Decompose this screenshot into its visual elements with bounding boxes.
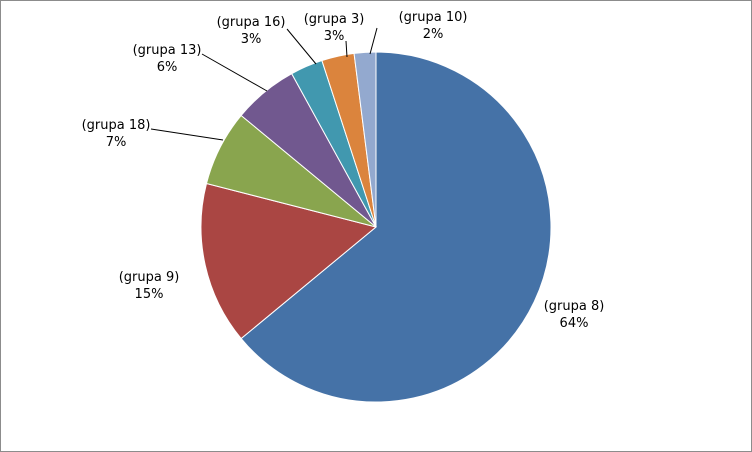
data-labels: (grupa 8) 64% (grupa 9) 15% (grupa 18) 7% (gru… (82, 10, 605, 331)
leader-line (345, 40, 348, 58)
slice-category-label: (grupa 13) (133, 43, 202, 58)
leader-line (369, 27, 378, 55)
slice-category-label: (grupa 3) (304, 12, 365, 27)
slice-percent-label: 3% (241, 32, 262, 47)
leader-line (150, 128, 224, 141)
slice-percent-label: 3% (324, 29, 345, 44)
pie-slices (200, 51, 552, 403)
pie-slice-grupa-9 (200, 182, 378, 340)
slice-category-label: (grupa 18) (82, 118, 151, 133)
slice-category-label: (grupa 16) (217, 15, 286, 30)
leader-lines (150, 27, 378, 141)
slice-percent-label: 64% (560, 316, 589, 331)
slice-category-label: (grupa 8) (544, 299, 605, 314)
pie-slice-grupa-8 (240, 51, 552, 403)
slice-category-label: (grupa 9) (119, 270, 180, 285)
slice-percent-label: 2% (423, 27, 444, 42)
leader-line (201, 53, 268, 92)
pie-slice-grupa-10 (353, 51, 377, 228)
slice-percent-label: 15% (135, 287, 164, 302)
slice-percent-label: 6% (157, 60, 178, 75)
slice-percent-label: 7% (106, 135, 127, 150)
leader-line (286, 28, 317, 65)
slice-category-label: (grupa 10) (399, 10, 468, 25)
